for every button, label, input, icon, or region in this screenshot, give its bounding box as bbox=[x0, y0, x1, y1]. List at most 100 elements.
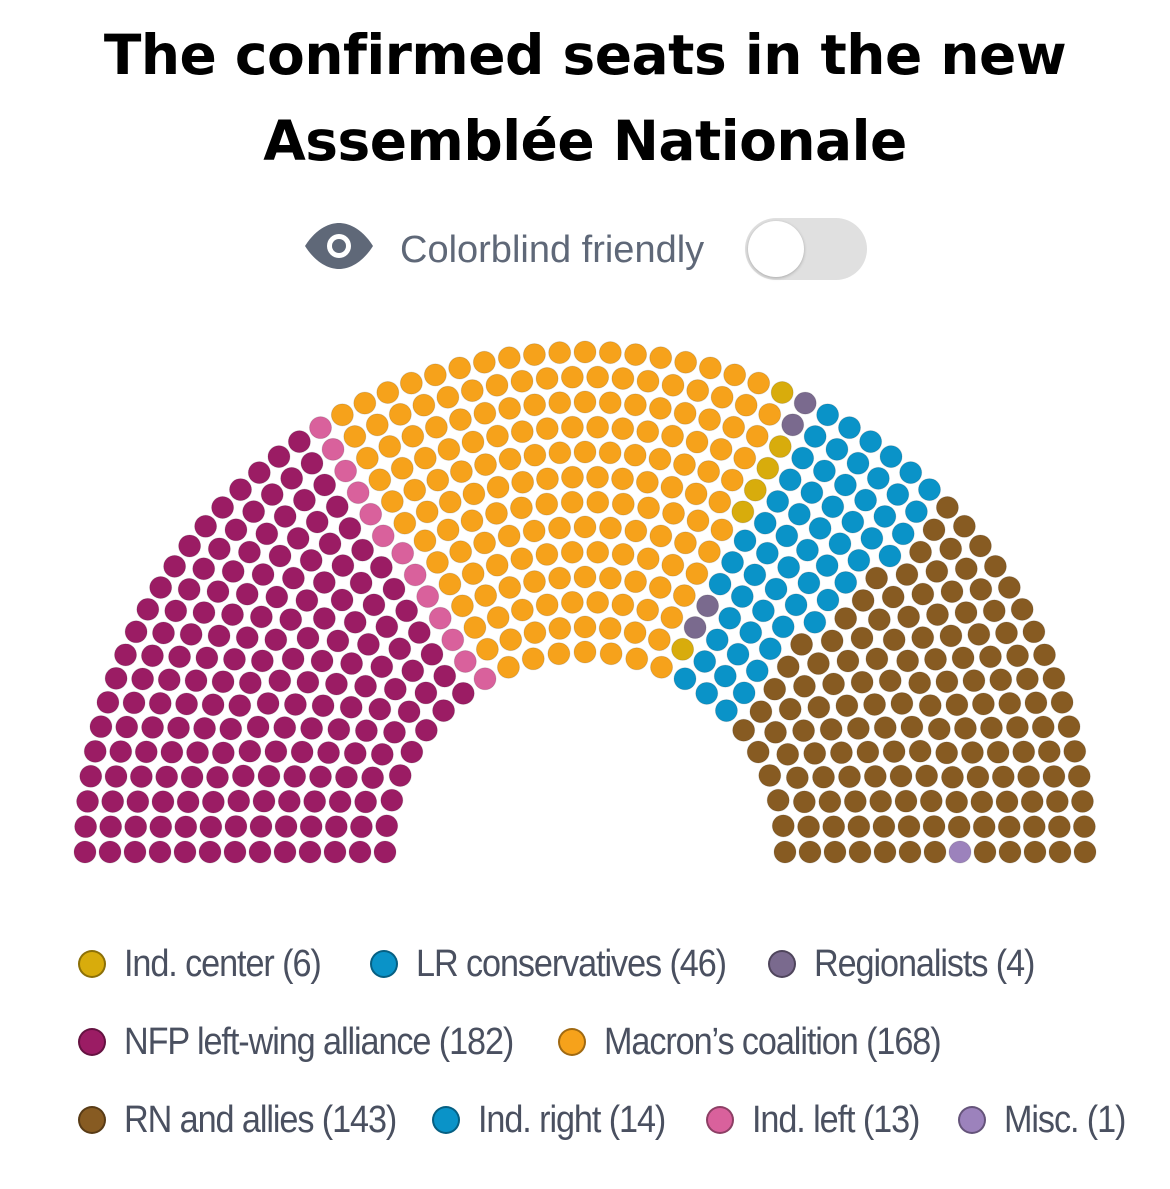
seat-macron-s-coalition bbox=[686, 379, 710, 403]
seat-nfp-left-wing-alliance bbox=[338, 516, 362, 540]
seat-rn-and-allies bbox=[940, 580, 964, 604]
seat-nfp-left-wing-alliance bbox=[407, 621, 431, 645]
seat-macron-s-coalition bbox=[401, 424, 425, 448]
seat-nfp-left-wing-alliance bbox=[432, 699, 456, 723]
seat-nfp-left-wing-alliance bbox=[249, 605, 273, 629]
seat-nfp-left-wing-alliance bbox=[327, 717, 351, 741]
legend-item-misc: Misc. (1) bbox=[957, 1099, 1139, 1142]
seat-macron-s-coalition bbox=[450, 594, 474, 618]
seat-rn-and-allies bbox=[962, 669, 986, 693]
seat-rn-and-allies bbox=[889, 764, 913, 788]
seat-macron-s-coalition bbox=[511, 470, 535, 494]
seat-nfp-left-wing-alliance bbox=[354, 674, 378, 698]
seat-rn-and-allies bbox=[850, 670, 874, 694]
seat-rn-and-allies bbox=[776, 742, 800, 766]
seat-nfp-left-wing-alliance bbox=[296, 670, 320, 694]
seat-nfp-left-wing-alliance bbox=[221, 559, 245, 583]
seat-macron-s-coalition bbox=[426, 468, 450, 492]
seat-macron-s-coalition bbox=[672, 584, 696, 608]
seat-nfp-left-wing-alliance bbox=[305, 510, 329, 534]
legend-label: RN and allies (143) bbox=[124, 1098, 397, 1141]
seat-nfp-left-wing-alliance bbox=[79, 764, 103, 788]
seat-rn-and-allies bbox=[846, 716, 870, 740]
seat-rn-and-allies bbox=[1020, 790, 1044, 814]
seat-nfp-left-wing-alliance bbox=[211, 496, 235, 520]
seat-rn-and-allies bbox=[1010, 597, 1034, 621]
seat-macron-s-coalition bbox=[599, 516, 622, 540]
seat-rn-and-allies bbox=[1031, 715, 1055, 739]
seat-rn-and-allies bbox=[1057, 715, 1081, 739]
seat-rn-and-allies bbox=[1024, 691, 1048, 715]
seat-nfp-left-wing-alliance bbox=[324, 815, 348, 839]
seat-nfp-left-wing-alliance bbox=[414, 681, 438, 705]
seat-macron-s-coalition bbox=[647, 628, 671, 652]
seat-rn-and-allies bbox=[922, 814, 946, 838]
seat-nfp-left-wing-alliance bbox=[73, 840, 97, 864]
seat-rn-and-allies bbox=[968, 534, 992, 558]
legend-swatch bbox=[78, 950, 106, 978]
seat-nfp-left-wing-alliance bbox=[330, 588, 354, 612]
seat-macron-s-coalition bbox=[548, 341, 572, 365]
seat-macron-s-coalition bbox=[378, 435, 402, 459]
seat-nfp-left-wing-alliance bbox=[274, 815, 298, 839]
seat-nfp-left-wing-alliance bbox=[114, 643, 138, 667]
seat-macron-s-coalition bbox=[475, 637, 499, 661]
seat-nfp-left-wing-alliance bbox=[104, 764, 128, 788]
seat-ind-left bbox=[321, 437, 345, 461]
seat-macron-s-coalition bbox=[708, 490, 732, 514]
seat-macron-s-coalition bbox=[474, 453, 498, 477]
legend-swatch bbox=[370, 950, 398, 978]
seat-ind-right bbox=[803, 610, 827, 634]
toggle-knob[interactable] bbox=[748, 221, 804, 277]
seat-nfp-left-wing-alliance bbox=[192, 557, 216, 581]
seat-nfp-left-wing-alliance bbox=[199, 815, 223, 839]
seat-nfp-left-wing-alliance bbox=[192, 601, 216, 625]
seat-nfp-left-wing-alliance bbox=[186, 741, 210, 765]
seat-macron-s-coalition bbox=[403, 478, 427, 502]
seat-rn-and-allies bbox=[766, 788, 790, 812]
seat-nfp-left-wing-alliance bbox=[250, 649, 274, 673]
seat-rn-and-allies bbox=[983, 554, 1007, 578]
seat-nfp-left-wing-alliance bbox=[325, 495, 349, 519]
seat-lr-conservatives bbox=[859, 430, 883, 454]
seat-rn-and-allies bbox=[865, 647, 889, 671]
seat-rn-and-allies bbox=[939, 537, 963, 561]
seat-nfp-left-wing-alliance bbox=[148, 840, 172, 864]
seat-nfp-left-wing-alliance bbox=[149, 815, 173, 839]
colorblind-toggle-switch[interactable] bbox=[745, 218, 867, 280]
seat-macron-s-coalition bbox=[535, 542, 559, 566]
seat-rn-and-allies bbox=[878, 669, 902, 693]
seat-rn-and-allies bbox=[882, 740, 906, 764]
legend-item-macron: Macron’s coalition (168) bbox=[558, 1021, 978, 1064]
seat-rn-and-allies bbox=[732, 718, 756, 742]
seat-rn-and-allies bbox=[973, 840, 997, 864]
seat-nfp-left-wing-alliance bbox=[235, 626, 259, 650]
seat-macron-s-coalition bbox=[625, 647, 649, 671]
legend-swatch bbox=[78, 1106, 106, 1134]
seat-macron-s-coalition bbox=[424, 415, 448, 439]
seat-macron-s-coalition bbox=[586, 540, 610, 564]
seat-macron-s-coalition bbox=[535, 417, 559, 441]
legend-label: LR conservatives (46) bbox=[416, 942, 727, 985]
seat-lr-conservatives bbox=[766, 489, 790, 513]
seat-rn-and-allies bbox=[848, 840, 872, 864]
seat-nfp-left-wing-alliance bbox=[141, 715, 165, 739]
seat-lr-conservatives bbox=[825, 437, 849, 461]
seat-macron-s-coalition bbox=[649, 346, 673, 370]
seat-macron-s-coalition bbox=[473, 531, 497, 555]
seat-macron-s-coalition bbox=[535, 492, 559, 516]
seat-macron-s-coalition bbox=[436, 518, 460, 542]
seat-macron-s-coalition bbox=[635, 470, 659, 494]
seat-rn-and-allies bbox=[900, 715, 924, 739]
seat-rn-and-allies bbox=[865, 566, 889, 590]
seat-rn-and-allies bbox=[790, 632, 814, 656]
seat-macron-s-coalition bbox=[548, 391, 572, 415]
seat-nfp-left-wing-alliance bbox=[175, 692, 199, 716]
seat-nfp-left-wing-alliance bbox=[311, 694, 335, 718]
seat-rn-and-allies bbox=[764, 720, 788, 744]
seat-macron-s-coalition bbox=[573, 640, 597, 664]
seat-rn-and-allies bbox=[911, 582, 935, 606]
seat-macron-s-coalition bbox=[586, 365, 610, 389]
seat-rn-and-allies bbox=[847, 815, 871, 839]
seat-macron-s-coalition bbox=[496, 655, 520, 679]
